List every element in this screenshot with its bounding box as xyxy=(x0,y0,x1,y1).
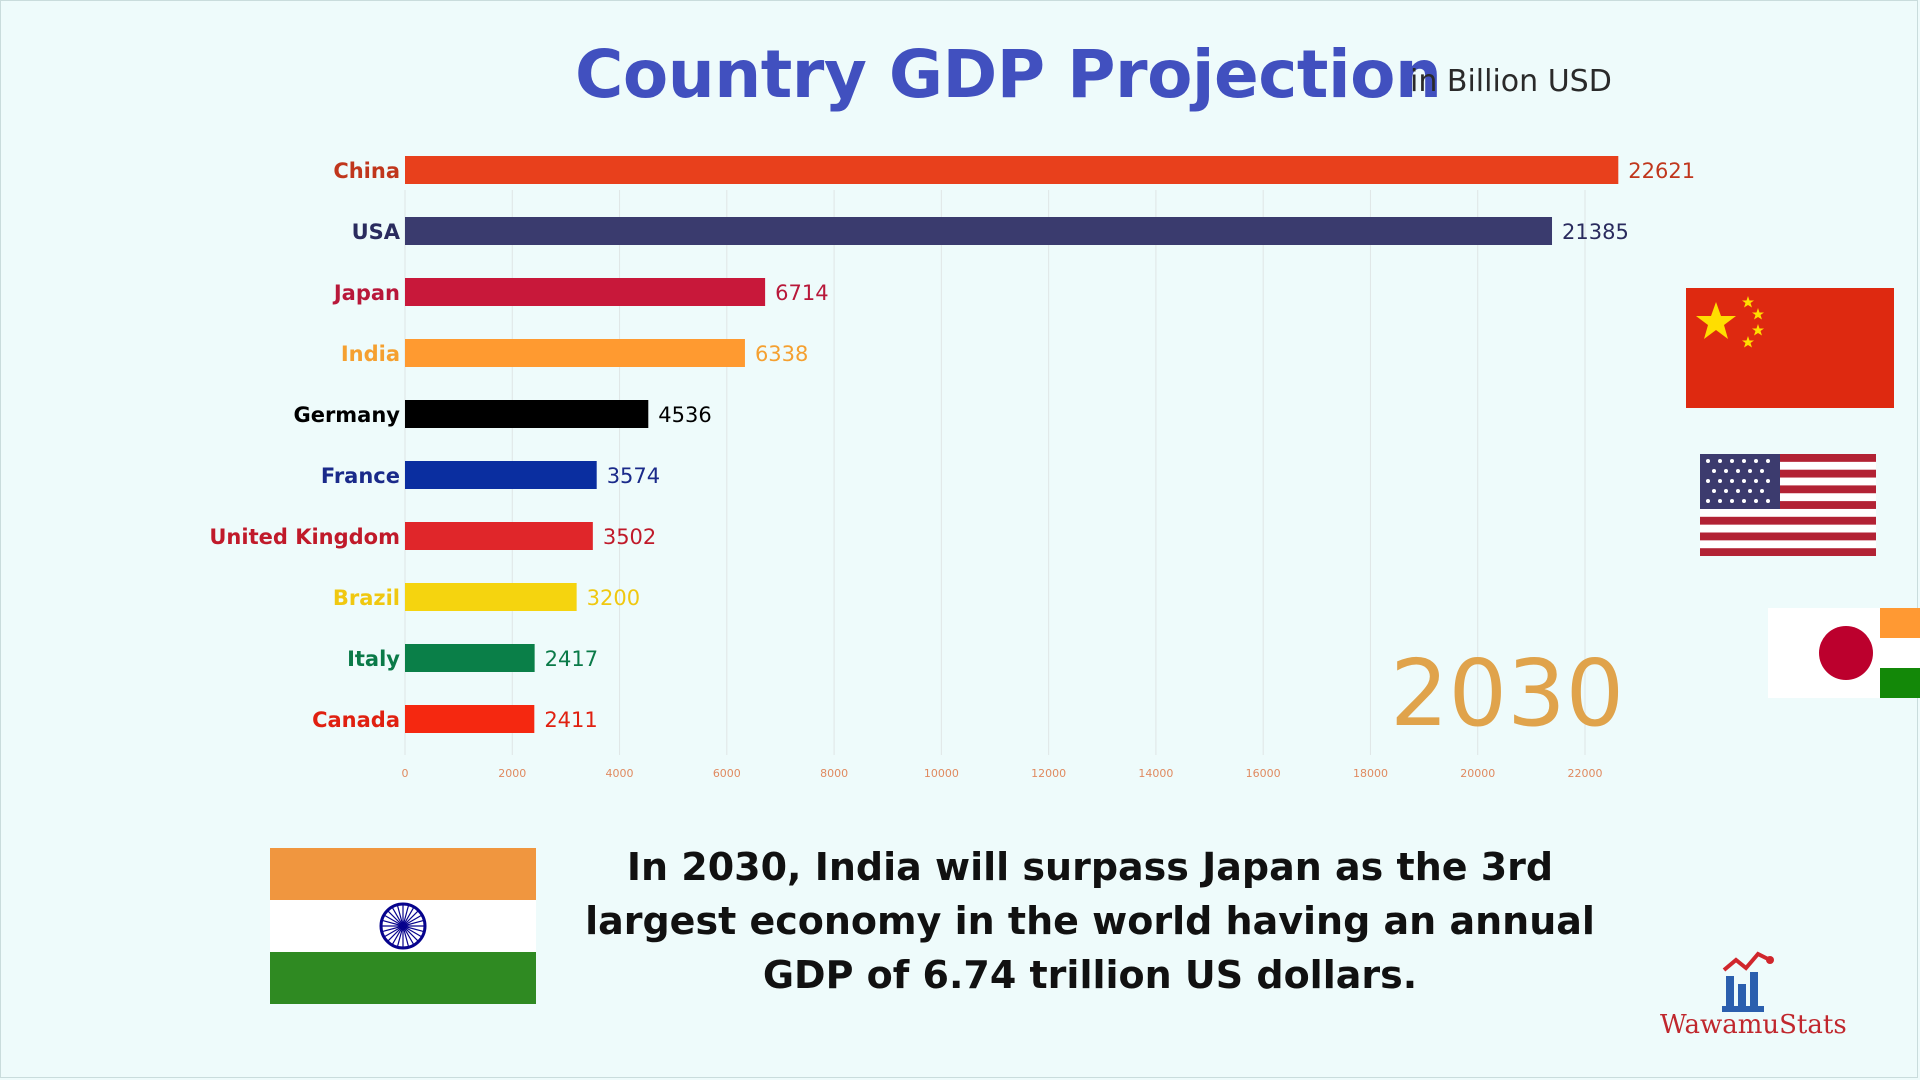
bar xyxy=(405,461,597,489)
category-label: France xyxy=(321,464,400,488)
x-tick-label: 16000 xyxy=(1246,767,1281,780)
x-tick-label: 8000 xyxy=(820,767,848,780)
value-label: 3574 xyxy=(607,464,660,488)
bar xyxy=(405,278,766,306)
value-label: 4536 xyxy=(658,403,711,427)
bar xyxy=(405,156,1619,184)
x-tick-label: 0 xyxy=(402,767,409,780)
chart-subtitle: in Billion USD xyxy=(1410,64,1612,99)
brand-name: WawamuStats xyxy=(1660,1010,1847,1040)
x-tick-label: 22000 xyxy=(1568,767,1603,780)
bars: China 22621 USA 21385 Japan 6714 India 6338 Germ… xyxy=(209,156,1695,733)
bar xyxy=(405,217,1553,245)
category-label: Japan xyxy=(332,281,400,305)
category-label: Italy xyxy=(347,647,400,671)
category-label: USA xyxy=(352,220,401,244)
x-tick-label: 2000 xyxy=(498,767,526,780)
x-tick-label: 18000 xyxy=(1353,767,1388,780)
value-label: 3200 xyxy=(587,586,640,610)
category-label: Canada xyxy=(312,708,400,732)
bar xyxy=(405,400,649,428)
value-label: 2417 xyxy=(545,647,598,671)
india-flag-partial-icon xyxy=(1880,608,1920,698)
chart-title: Country GDP Projection xyxy=(575,36,1442,113)
x-tick-label: 14000 xyxy=(1138,767,1173,780)
bar xyxy=(405,339,745,367)
x-tick-label: 10000 xyxy=(924,767,959,780)
bar xyxy=(405,644,535,672)
japan-flag-icon xyxy=(1768,608,1888,698)
value-label: 6714 xyxy=(775,281,828,305)
bar xyxy=(405,705,535,733)
category-label: Germany xyxy=(293,403,400,427)
wawamustats-logo-icon xyxy=(1722,951,1774,1012)
caption-text: In 2030, India will surpass Japan as the… xyxy=(585,845,1595,997)
category-label: United Kingdom xyxy=(209,525,400,549)
bar-chart: China 22621 USA 21385 Japan 6714 India 6338 Germ… xyxy=(209,156,1695,780)
bar xyxy=(405,522,593,550)
china-flag-icon xyxy=(1686,288,1894,408)
category-label: Brazil xyxy=(333,586,400,610)
x-tick-label: 20000 xyxy=(1460,767,1495,780)
bar xyxy=(405,583,577,611)
india-flag-icon xyxy=(270,848,536,1004)
value-label: 2411 xyxy=(544,708,597,732)
usa-flag-icon xyxy=(1700,454,1876,556)
year-label: 2030 xyxy=(1390,640,1625,747)
x-axis-ticks: 0 2000 4000 6000 8000 10000 12000 14000 16000 180… xyxy=(402,767,1603,780)
category-label: India xyxy=(341,342,400,366)
value-label: 6338 xyxy=(755,342,808,366)
x-tick-label: 4000 xyxy=(606,767,634,780)
category-label: China xyxy=(333,159,400,183)
x-tick-label: 12000 xyxy=(1031,767,1066,780)
x-tick-label: 6000 xyxy=(713,767,741,780)
grid-lines xyxy=(404,190,1586,755)
value-label: 22621 xyxy=(1628,159,1695,183)
value-label: 3502 xyxy=(603,525,656,549)
value-label: 21385 xyxy=(1562,220,1629,244)
